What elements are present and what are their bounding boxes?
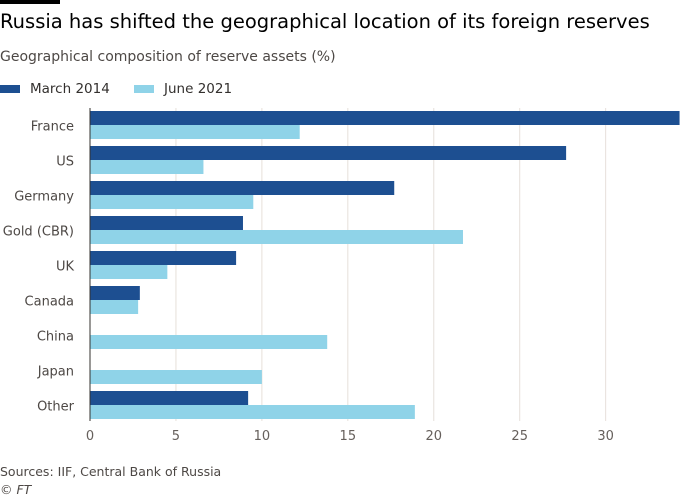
legend-item-march-2014: March 2014 bbox=[0, 80, 110, 98]
bar-us-june-2021 bbox=[90, 160, 204, 174]
y-tick-label-china: China bbox=[37, 330, 74, 345]
x-tick-label-15: 15 bbox=[340, 429, 357, 444]
source-note: Sources: IIF, Central Bank of Russia bbox=[0, 464, 222, 479]
legend-label-june-2021: June 2021 bbox=[164, 81, 233, 97]
ft-top-bar bbox=[0, 0, 60, 4]
bar-france-june-2021 bbox=[90, 125, 300, 139]
x-tick-label-0: 0 bbox=[86, 429, 94, 444]
bar-germany-march-2014 bbox=[90, 181, 395, 195]
chart-title: Russia has shifted the geographical loca… bbox=[0, 10, 650, 33]
bar-japan-june-2021 bbox=[90, 370, 262, 384]
y-tick-label-us: US bbox=[56, 155, 74, 170]
bar-us-march-2014 bbox=[90, 146, 567, 160]
bar-canada-march-2014 bbox=[90, 286, 140, 300]
x-tick-label-10: 10 bbox=[254, 429, 271, 444]
bar-uk-june-2021 bbox=[90, 265, 168, 279]
y-tick-label-other: Other bbox=[37, 400, 75, 415]
bar-uk-march-2014 bbox=[90, 251, 237, 265]
bar-other-june-2021 bbox=[90, 405, 415, 419]
y-tick-label-uk: UK bbox=[56, 260, 75, 275]
y-tick-label-germany: Germany bbox=[14, 190, 74, 205]
legend: March 2014 June 2021 bbox=[0, 80, 400, 98]
bar-france-march-2014 bbox=[90, 111, 680, 125]
y-tick-label-france: France bbox=[31, 120, 74, 135]
bar-canada-june-2021 bbox=[90, 300, 139, 314]
chart-subtitle: Geographical composition of reserve asse… bbox=[0, 49, 336, 65]
x-tick-label-20: 20 bbox=[425, 429, 442, 444]
bar-gold-cbr-march-2014 bbox=[90, 216, 243, 230]
bar-germany-june-2021 bbox=[90, 195, 254, 209]
x-tick-label-30: 30 bbox=[597, 429, 614, 444]
bar-gold-cbr-june-2021 bbox=[90, 230, 463, 244]
legend-item-june-2021: June 2021 bbox=[134, 80, 232, 98]
bar-china-june-2021 bbox=[90, 335, 328, 349]
y-tick-label-gold-cbr: Gold (CBR) bbox=[3, 225, 74, 240]
y-tick-label-canada: Canada bbox=[25, 295, 74, 310]
y-tick-label-japan: Japan bbox=[37, 365, 74, 380]
legend-swatch-june-2021 bbox=[134, 85, 154, 93]
legend-label-march-2014: March 2014 bbox=[30, 81, 110, 97]
legend-swatch-march-2014 bbox=[0, 85, 20, 93]
x-tick-label-25: 25 bbox=[511, 429, 528, 444]
bar-other-march-2014 bbox=[90, 391, 249, 405]
copyright-credit: © FT bbox=[0, 482, 32, 497]
x-tick-label-5: 5 bbox=[172, 429, 180, 444]
bar-chart: 0 5 10 15 20 25 30 France US Germany Gold (CBR) UK C… bbox=[3, 108, 680, 444]
